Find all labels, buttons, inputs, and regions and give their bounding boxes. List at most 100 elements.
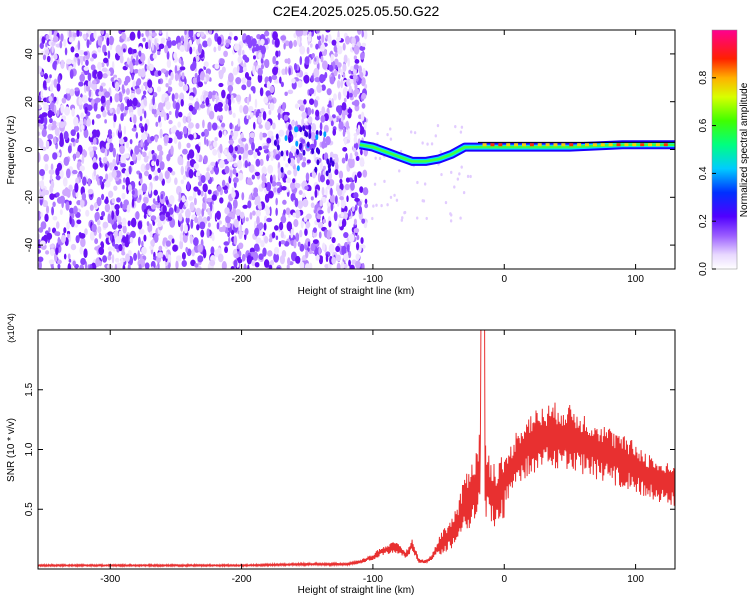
- spectrogram-cell: [226, 93, 231, 100]
- spectrogram-cell: [160, 68, 167, 73]
- spectrogram-cell: [354, 197, 360, 202]
- spectrogram-cell: [224, 104, 228, 112]
- spectrogram-cell: [121, 236, 128, 243]
- spectrogram-cell: [101, 193, 105, 201]
- spectrogram-cell: [76, 200, 82, 206]
- spectrogram-cell: [262, 111, 267, 121]
- spectrogram-cell: [200, 174, 206, 184]
- spectrogram-cell: [258, 230, 264, 236]
- spectrogram-cell: [44, 213, 49, 222]
- spectrogram-cell: [89, 204, 94, 211]
- spectrogram-cell: [254, 171, 260, 177]
- spectrogram-cell: [247, 180, 254, 186]
- spectrogram-cell: [128, 165, 132, 175]
- spectrogram-cell: [87, 178, 91, 187]
- spectrogram-cell: [49, 118, 53, 124]
- spectrogram-cell: [59, 209, 63, 215]
- spectrogram-cell: [322, 136, 326, 145]
- spectrogram-cell: [137, 30, 141, 40]
- spectrogram-cell: [333, 70, 338, 77]
- spectrogram-cell: [239, 211, 245, 219]
- spectrogram-cell: [399, 149, 403, 154]
- spectrogram-cell: [279, 76, 282, 84]
- spectrogram-cell: [89, 57, 94, 62]
- spectrogram-cell: [188, 195, 194, 201]
- spectrogram-cell: [122, 265, 126, 269]
- spectrogram-cell: [165, 240, 171, 247]
- spectrogram-cell: [175, 102, 180, 111]
- spectrogram-cell: [147, 86, 153, 94]
- spectrogram-cell: [183, 223, 188, 234]
- spectrogram-cell: [52, 35, 59, 43]
- spectrogram-cell: [244, 143, 249, 152]
- spectrogram-cell: [264, 235, 269, 244]
- spectrogram-cell: [212, 149, 218, 156]
- spectrogram-cell: [107, 50, 111, 60]
- spectrogram-cell: [231, 60, 234, 67]
- top-x-ticks: -300 -200 -100 0 100: [100, 30, 644, 285]
- spectrogram-cell: [116, 215, 122, 223]
- spectrogram-cell: [320, 55, 324, 63]
- spectrogram-cell: [339, 183, 344, 191]
- spectrogram-cell: [56, 110, 60, 117]
- spectrogram-cell: [151, 32, 158, 37]
- spectrogram-cell: [203, 136, 207, 146]
- spectrogram-cell: [329, 76, 335, 85]
- spectrogram-cell: [91, 223, 97, 233]
- spectrogram-cell: [311, 53, 315, 58]
- spectrogram-cell: [462, 190, 466, 195]
- spectrogram-cell: [460, 125, 464, 129]
- spectrogram-cell: [171, 40, 177, 46]
- spectrogram-cell: [159, 161, 165, 170]
- spectrogram-cell: [72, 32, 78, 38]
- spectrogram-cell: [213, 30, 220, 33]
- spectrogram-cell: [328, 171, 333, 181]
- spectrogram-cell: [107, 246, 113, 251]
- spectrogram-cell: [294, 209, 301, 219]
- spectrogram-cell: [125, 141, 130, 149]
- spectrogram-cell: [301, 111, 307, 119]
- y-tick-label: 0.5: [24, 502, 35, 516]
- spectrogram-cell: [83, 66, 89, 71]
- spectrogram-cell: [355, 242, 360, 251]
- spectrogram-cell: [341, 101, 347, 111]
- spectrogram-cell: [331, 39, 337, 46]
- spectrogram-cell: [306, 159, 311, 164]
- spectrogram-cell: [310, 243, 316, 252]
- spectrogram-cell: [378, 156, 382, 161]
- spectrogram-cell: [260, 45, 266, 55]
- spectrogram-cell: [284, 91, 288, 97]
- spectrogram-cell: [241, 77, 247, 84]
- spectrogram-cell: [182, 233, 188, 244]
- spectrogram-cell: [79, 198, 85, 208]
- spectrogram-cell: [53, 96, 57, 102]
- spectrogram-cell: [421, 141, 424, 145]
- spectrogram-cell: [97, 36, 101, 46]
- spectrogram-cell: [255, 158, 261, 167]
- spectrogram-cell: [267, 250, 273, 257]
- spectrogram-cell: [38, 249, 41, 254]
- spectrogram-cell: [359, 45, 366, 51]
- spectrogram-cell: [73, 125, 80, 132]
- spectrogram-cell: [165, 251, 169, 259]
- spectrogram-cell: [156, 252, 163, 258]
- spectrogram-cell: [124, 169, 130, 177]
- spectrogram-cell: [374, 156, 377, 160]
- spectrogram-cell: [158, 30, 162, 35]
- spectrogram-cell: [87, 72, 92, 82]
- spectrogram-cell: [109, 107, 113, 114]
- spectrogram-cell: [186, 160, 191, 168]
- spectrogram-cell: [78, 96, 83, 106]
- spectrogram-cell: [313, 67, 320, 78]
- spectrogram-cell: [257, 201, 262, 210]
- spectrogram-cell: [308, 185, 312, 192]
- snr-panel: -300 -200 -100 0 100 0.5 1.0 1.5 Height of str…: [6, 313, 676, 596]
- spectrogram-cell: [143, 156, 149, 163]
- spectrogram-cell: [232, 168, 237, 175]
- spectrogram-cell: [179, 92, 185, 102]
- spectrogram-cell: [348, 209, 352, 217]
- spectrogram-cell: [238, 172, 244, 181]
- spectrogram-cell: [241, 253, 246, 262]
- spectrogram-cell: [341, 157, 346, 164]
- spectrogram-cell: [70, 243, 77, 251]
